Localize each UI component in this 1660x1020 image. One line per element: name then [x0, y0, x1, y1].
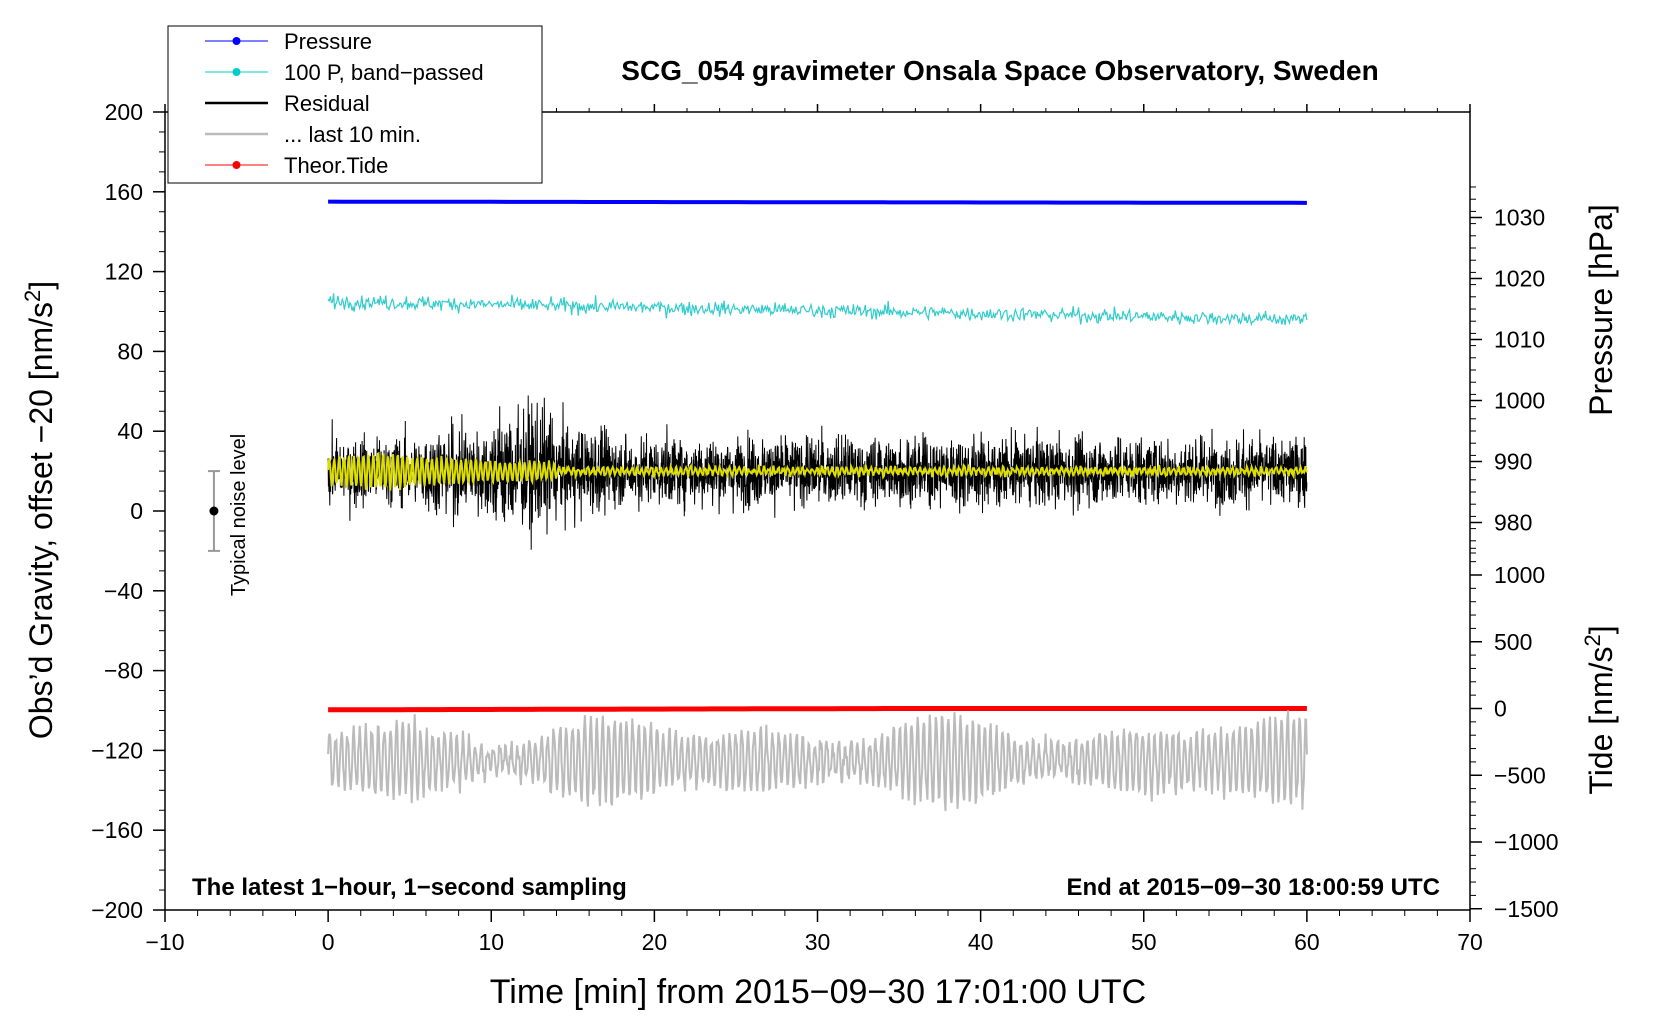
- series-theor-tide: [328, 706, 1307, 713]
- y-axis-tide: 1000 500 0 −500 −1000 −1500: [1470, 547, 1559, 922]
- y-tick-label: 40: [117, 418, 143, 444]
- series-layer: [327, 199, 1308, 812]
- x-tick-label: 60: [1294, 929, 1320, 955]
- series-last-10-min: [327, 710, 1308, 812]
- x-tick-label: 70: [1457, 929, 1483, 955]
- legend-label: Theor.Tide: [284, 153, 388, 178]
- y-axis-pressure-label: Pressure [hPa]: [1583, 204, 1619, 416]
- pressure-tick-label: 1010: [1494, 327, 1545, 353]
- y-tick-label: 80: [117, 338, 143, 364]
- annotation-sampling: The latest 1−hour, 1−second sampling: [192, 874, 627, 901]
- tide-tick-label: 500: [1494, 629, 1532, 655]
- y-axis-tide-label: Tide [nm/s2]: [1580, 625, 1619, 794]
- legend-label: Residual: [284, 91, 370, 116]
- tide-tick-label: −1000: [1494, 829, 1559, 855]
- y-tick-label: 160: [105, 179, 143, 205]
- tide-tick-label: −500: [1494, 762, 1546, 788]
- legend-box: [167, 25, 543, 184]
- pressure-tick-label: 990: [1494, 449, 1532, 475]
- legend-label: 100 P, band−passed: [284, 60, 484, 85]
- y-axis-left-label: Obs’d Gravity, offset −20 [nm/s2]: [20, 281, 59, 739]
- series-band-passed: [327, 293, 1308, 327]
- legend-item: ... last 10 min.: [205, 122, 421, 147]
- x-axis: −10 0 10 20 30 40 50 60 70: [145, 104, 1483, 955]
- y-tick-label: −160: [91, 817, 143, 843]
- legend-item: Pressure: [205, 29, 372, 54]
- x-tick-label: 50: [1131, 929, 1157, 955]
- x-tick-label: 10: [478, 929, 504, 955]
- x-tick-label: 40: [968, 929, 994, 955]
- legend: Pressure 100 P, band−passed Residual ... la…: [167, 25, 543, 184]
- y-tick-label: 200: [105, 99, 143, 125]
- series-pressure: [328, 199, 1307, 205]
- annotation-end-time: End at 2015−09−30 18:00:59 UTC: [1066, 874, 1440, 901]
- x-axis-label: Time [min] from 2015−09−30 17:01:00 UTC: [490, 973, 1146, 1011]
- y-tick-label: 120: [105, 259, 143, 285]
- y-tick-label: −120: [91, 737, 143, 763]
- x-tick-label: 20: [642, 929, 668, 955]
- y-tick-label: −80: [104, 658, 143, 684]
- series-residual-smoothed: [327, 451, 1308, 491]
- legend-marker: [232, 161, 241, 169]
- legend-item: Theor.Tide: [205, 153, 388, 178]
- tide-tick-label: 1000: [1494, 562, 1545, 588]
- series-residual: [327, 395, 1308, 550]
- y-tick-label: −200: [91, 897, 143, 923]
- pressure-tick-label: 1000: [1494, 388, 1545, 414]
- legend-item: Residual: [205, 91, 370, 116]
- y-tick-label: −40: [104, 578, 143, 604]
- legend-label: ... last 10 min.: [284, 122, 421, 147]
- noise-center-dot: [209, 506, 219, 516]
- pressure-tick-label: 980: [1494, 510, 1532, 536]
- y-axis-left: 200 160 120 80 40 0 −40 −80 −120 −160 −200: [91, 99, 165, 923]
- pressure-tick-label: 1030: [1494, 205, 1545, 231]
- noise-level-label: Typical noise level: [228, 434, 250, 596]
- tide-tick-label: −1500: [1494, 896, 1559, 922]
- y-tick-label: 0: [130, 498, 143, 524]
- pressure-tick-label: 1020: [1494, 266, 1545, 292]
- x-tick-label: 30: [805, 929, 831, 955]
- legend-marker: [232, 68, 241, 76]
- noise-level-indicator: Typical noise level: [207, 434, 250, 596]
- legend-item: 100 P, band−passed: [205, 60, 484, 85]
- x-tick-label: −10: [145, 929, 184, 955]
- chart-title: SCG_054 gravimeter Onsala Space Observat…: [621, 55, 1378, 86]
- tide-tick-label: 0: [1494, 696, 1507, 722]
- legend-marker: [232, 37, 241, 45]
- legend-label: Pressure: [284, 29, 372, 54]
- y-axis-pressure: 1030 1020 1010 1000 990 980: [1470, 186, 1545, 554]
- x-tick-label: 0: [322, 929, 335, 955]
